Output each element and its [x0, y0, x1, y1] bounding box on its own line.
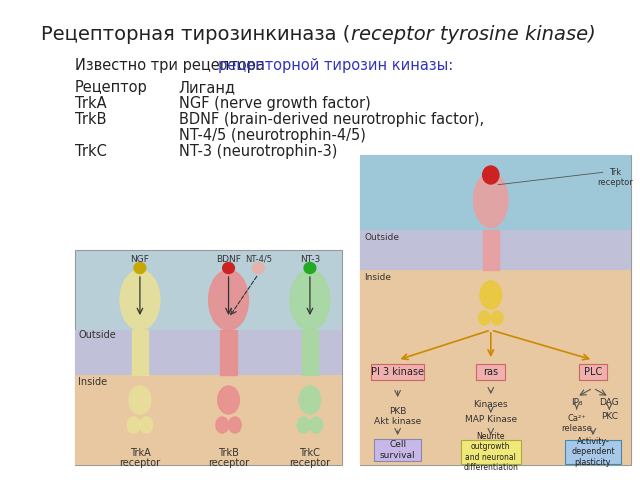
Ellipse shape [480, 281, 502, 309]
Text: TrkA: TrkA [129, 448, 150, 458]
Ellipse shape [120, 270, 160, 330]
Bar [132, 330, 148, 375]
Ellipse shape [209, 270, 248, 330]
Text: Inside: Inside [364, 274, 391, 283]
Text: TrkB: TrkB [218, 448, 239, 458]
FancyBboxPatch shape [461, 440, 520, 464]
Text: IP₃: IP₃ [571, 398, 582, 407]
Text: DAG: DAG [600, 398, 619, 407]
Ellipse shape [228, 417, 241, 433]
Text: NT-3: NT-3 [300, 255, 320, 264]
Text: Outside: Outside [364, 233, 399, 242]
Text: PLC: PLC [584, 367, 602, 377]
Bar [360, 155, 631, 230]
Text: Activity-
dependent
plasticity: Activity- dependent plasticity [572, 437, 615, 467]
Text: MAP Kinase: MAP Kinase [465, 415, 517, 424]
FancyBboxPatch shape [360, 155, 631, 465]
Text: NGF (nerve growth factor): NGF (nerve growth factor) [179, 96, 371, 111]
Text: Рецепторная тирозинкиназа (: Рецепторная тирозинкиназа ( [42, 25, 351, 44]
Ellipse shape [223, 263, 234, 274]
Text: Kinases: Kinases [474, 400, 508, 409]
Text: PKC: PKC [601, 412, 618, 421]
Ellipse shape [492, 311, 503, 325]
Text: BDNF (brain-derived neurotrophic factor),: BDNF (brain-derived neurotrophic factor)… [179, 112, 484, 127]
Text: NT-4/5 (neurotrophin-4/5): NT-4/5 (neurotrophin-4/5) [179, 128, 365, 143]
Text: receptor: receptor [289, 458, 330, 468]
Ellipse shape [479, 311, 490, 325]
Text: PKB
Akt kinase: PKB Akt kinase [374, 407, 421, 426]
FancyBboxPatch shape [371, 364, 424, 380]
FancyBboxPatch shape [476, 364, 505, 380]
Text: TrkA: TrkA [75, 96, 106, 111]
Text: TrkC: TrkC [300, 448, 321, 458]
Text: PI 3 kinase: PI 3 kinase [371, 367, 424, 377]
Text: ras: ras [483, 367, 499, 377]
Ellipse shape [304, 263, 316, 274]
Bar [75, 375, 342, 465]
Text: Neurite
outgrowth
and neuronal
differentiation: Neurite outgrowth and neuronal different… [463, 432, 518, 472]
Text: receptor: receptor [120, 458, 161, 468]
Text: NGF: NGF [131, 255, 149, 264]
Bar [360, 270, 631, 465]
Ellipse shape [134, 263, 146, 274]
Bar [75, 330, 342, 375]
Ellipse shape [216, 417, 228, 433]
Ellipse shape [297, 417, 310, 433]
Text: Известно три рецептора: Известно три рецептора [75, 58, 269, 73]
Ellipse shape [127, 417, 140, 433]
Text: NT-3 (neurotrophin-3): NT-3 (neurotrophin-3) [179, 144, 337, 159]
Text: BDNF: BDNF [216, 255, 241, 264]
Text: TrkC: TrkC [75, 144, 107, 159]
Text: рецепторной тирозин киназы:: рецепторной тирозин киназы: [218, 58, 453, 73]
Ellipse shape [299, 386, 321, 414]
Text: Лиганд: Лиганд [179, 80, 236, 95]
Ellipse shape [310, 417, 323, 433]
Text: receptor: receptor [208, 458, 249, 468]
FancyBboxPatch shape [374, 439, 421, 461]
Bar [483, 230, 499, 270]
Text: Inside: Inside [79, 377, 108, 387]
Text: NT-4/5: NT-4/5 [245, 255, 272, 264]
Text: Рецептор: Рецептор [75, 80, 148, 95]
FancyBboxPatch shape [579, 364, 607, 380]
Ellipse shape [474, 172, 508, 228]
FancyBboxPatch shape [565, 440, 621, 464]
Ellipse shape [253, 263, 264, 274]
Circle shape [483, 166, 499, 184]
Ellipse shape [290, 270, 330, 330]
Ellipse shape [140, 417, 152, 433]
Bar [360, 230, 631, 270]
Bar [302, 330, 318, 375]
Text: Ca²⁺
release: Ca²⁺ release [561, 414, 592, 433]
Bar [220, 330, 237, 375]
Text: receptor tyrosine kinase): receptor tyrosine kinase) [351, 25, 595, 44]
Text: Cell
survival: Cell survival [380, 440, 415, 460]
Ellipse shape [218, 386, 239, 414]
Ellipse shape [129, 386, 151, 414]
FancyBboxPatch shape [75, 250, 342, 465]
Text: Trk
receptor: Trk receptor [597, 168, 632, 187]
Text: TrkB: TrkB [75, 112, 106, 127]
Text: Outside: Outside [79, 330, 116, 340]
